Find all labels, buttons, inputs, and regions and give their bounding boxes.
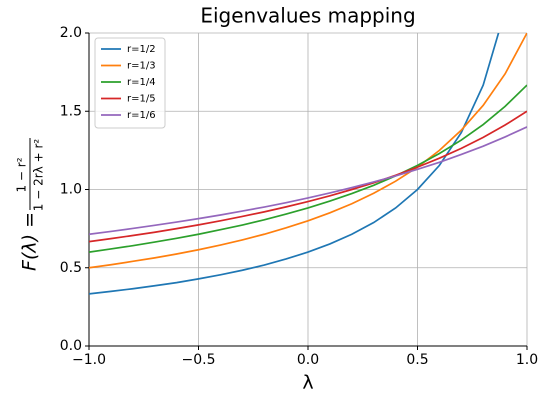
legend-frame: [94, 37, 166, 129]
y-label-numerator: 1 − r²: [15, 157, 29, 192]
line: [89, 33, 527, 269]
legend-label: r=1/5: [127, 94, 156, 105]
legend-label: r=1/4: [127, 77, 156, 88]
y-tick-label: 1.5: [60, 103, 82, 119]
legend-label: r=1/2: [127, 44, 156, 55]
y-label-denominator: 1 − 2rλ + r²: [32, 139, 46, 212]
x-tick-label: 0.5: [406, 352, 428, 368]
y-tick-label: 1.0: [60, 182, 82, 198]
chart-title: Eigenvalues mapping: [200, 4, 415, 28]
legend-label: r=1/6: [127, 110, 156, 121]
line: [89, 33, 500, 295]
x-tick-label: 1.0: [516, 352, 538, 368]
y-tick-label: 0.0: [60, 338, 82, 354]
y-tick-label: 0.5: [60, 260, 82, 276]
x-tick-label: −0.5: [182, 352, 216, 368]
y-label-lhs: F(λ) =: [19, 212, 41, 271]
x-tick-label: 0.0: [297, 352, 319, 368]
legend-label: r=1/3: [127, 61, 156, 72]
line: [89, 84, 527, 253]
plot-area: [89, 33, 527, 295]
x-axis-label: λ: [302, 372, 313, 394]
line: [89, 126, 527, 236]
x-tick-label: −1.0: [72, 352, 106, 368]
legend: r=1/2 r=1/3 r=1/4 r=1/5 r=1/6: [94, 37, 166, 129]
line: [89, 110, 527, 243]
y-axis-label: F(λ) = 1 − r² 1 − 2rλ + r²: [15, 138, 46, 271]
y-tick-label: 2.0: [60, 25, 82, 41]
